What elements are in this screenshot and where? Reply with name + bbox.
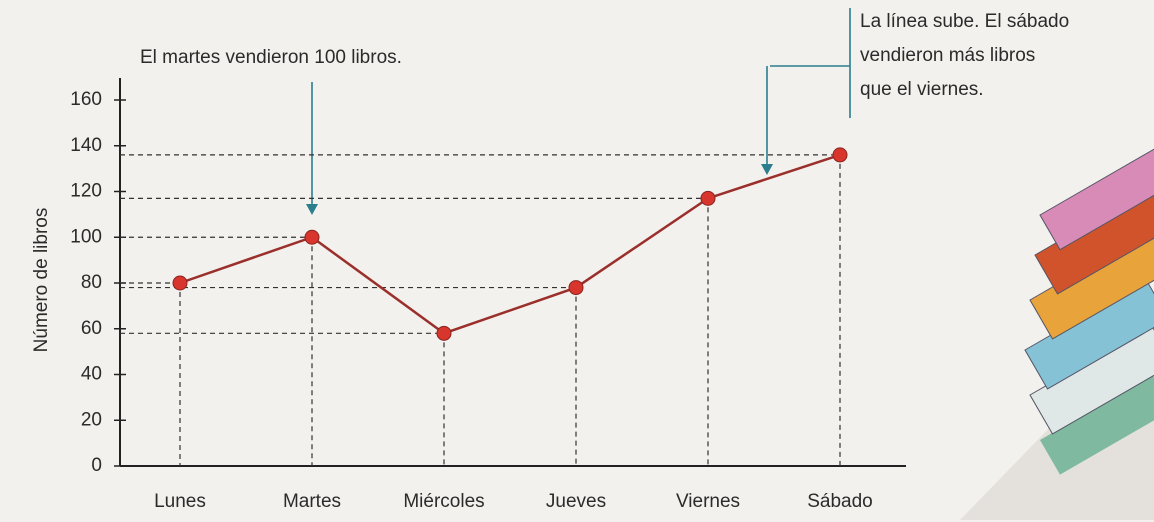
y-axis-label: Número de libros	[31, 208, 52, 353]
x-tick-label: Martes	[283, 491, 341, 512]
data-point	[437, 326, 451, 340]
y-tick-label: 120	[70, 181, 102, 202]
y-tick-label: 20	[81, 409, 102, 430]
data-point	[173, 276, 187, 290]
chart: Número de libros 0 20 40 60 80 100 120 140 160 Lu…	[0, 0, 1154, 522]
annotation: La línea sube. El sábado	[860, 11, 1069, 32]
annotation: que el viernes.	[860, 79, 984, 100]
data-point	[833, 148, 847, 162]
annotation: vendieron más libros	[860, 45, 1035, 66]
data-point	[701, 191, 715, 205]
y-tick-label: 80	[81, 272, 102, 293]
x-tick-label: Miércoles	[403, 491, 484, 512]
annotation: El martes vendieron 100 libros.	[140, 47, 402, 68]
data-point	[305, 230, 319, 244]
y-tick-label: 100	[70, 226, 102, 247]
data-point	[569, 281, 583, 295]
x-tick-label: Jueves	[546, 491, 606, 512]
x-tick-label: Viernes	[676, 491, 740, 512]
y-tick-label: 160	[70, 89, 102, 110]
y-tick-label: 60	[81, 318, 102, 339]
x-tick-label: Lunes	[154, 491, 206, 512]
y-tick-label: 140	[70, 135, 102, 156]
x-tick-label: Sábado	[807, 491, 873, 512]
y-tick-label: 0	[91, 455, 102, 476]
y-tick-label: 40	[81, 364, 102, 385]
